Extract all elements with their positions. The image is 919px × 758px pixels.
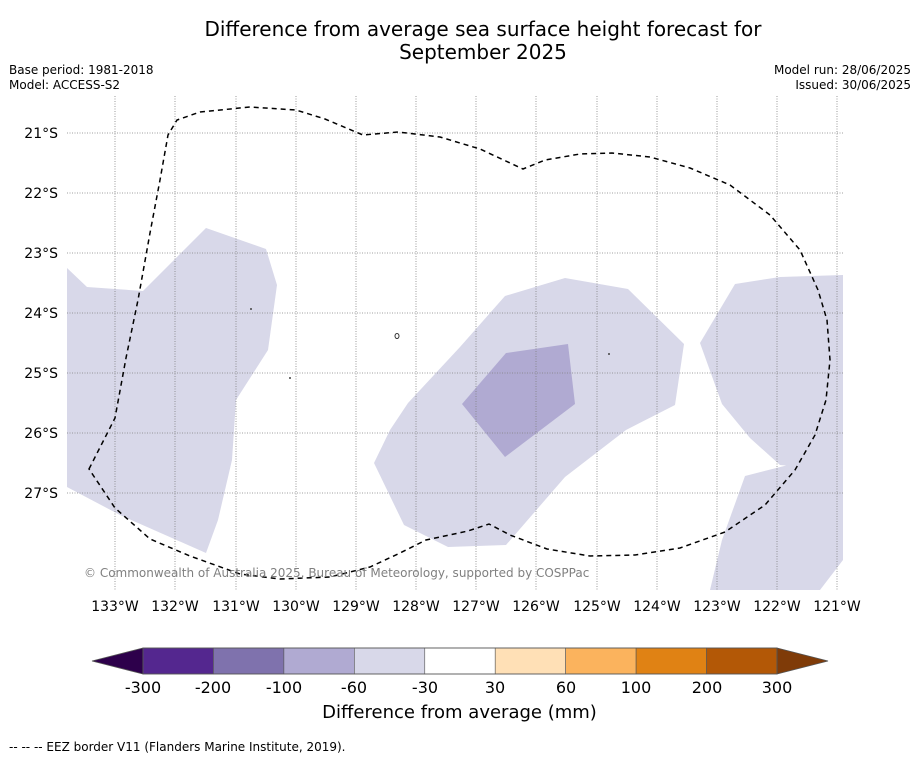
lat-label-26s: 26°S: [24, 426, 58, 442]
colorbar-tick: -100: [265, 678, 303, 697]
lon-label-130w: 130°W: [272, 599, 320, 615]
anomaly-region-east-upper: [700, 275, 843, 470]
lon-label-132w: 132°W: [151, 599, 199, 615]
lat-label-25s: 25°S: [24, 366, 58, 382]
map-plot-area: © Commonwealth of Australia 2025, Bureau…: [67, 96, 843, 590]
run-info: Model run: 28/06/2025 Issued: 30/06/2025: [774, 63, 911, 93]
lat-label-27s: 27°S: [24, 486, 58, 502]
graticule: [67, 96, 843, 590]
colorbar-tick: -60: [340, 678, 368, 697]
anomaly-region-west: [67, 228, 277, 553]
colorbar-tick-labels: -300 -200 -100 -60 -30 30 60 100 200 300: [0, 678, 919, 698]
colorbar-bin: [706, 647, 778, 675]
lat-label-22s: 22°S: [24, 186, 58, 202]
colorbar-bin: [354, 647, 426, 675]
colorbar-tick: -30: [411, 678, 439, 697]
colorbar-bins: [142, 647, 778, 675]
colorbar-bin: [213, 647, 285, 675]
colorbar-tick: -200: [194, 678, 232, 697]
model-name: Model: ACCESS-S2: [9, 78, 121, 92]
colorbar-extend-under: [91, 647, 144, 675]
lat-label-23s: 23°S: [24, 246, 58, 262]
eez-border-legend: -- -- -- EEZ border V11 (Flanders Marine…: [9, 740, 346, 754]
latitude-axis-labels: 21°S 22°S 23°S 24°S 25°S 26°S 27°S: [24, 126, 58, 502]
lon-label-129w: 129°W: [332, 599, 380, 615]
colorbar-label: Difference from average (mm): [322, 702, 597, 723]
island-marker: [250, 308, 252, 310]
island-marker: [394, 333, 400, 339]
colorbar-outline: [142, 647, 778, 675]
anomaly-region-east-lower: [710, 462, 843, 590]
lon-label-131w: 131°W: [212, 599, 260, 615]
anomaly-core-central: [462, 344, 575, 457]
lon-label-122w: 122°W: [753, 599, 801, 615]
lat-label-21s: 21°S: [24, 126, 58, 142]
colorbar-tick: 300: [761, 678, 793, 697]
colorbar: [91, 647, 829, 675]
lat-label-24s: 24°S: [24, 306, 58, 322]
colorbar-bin: [142, 647, 214, 675]
lon-label-133w: 133°W: [91, 599, 139, 615]
anomaly-shading-medium: [462, 344, 575, 457]
colorbar-tick: 60: [555, 678, 577, 697]
longitude-axis-labels: 133°W 132°W 131°W 130°W 129°W 128°W 127°…: [91, 599, 861, 615]
base-info: Base period: 1981-2018 Model: ACCESS-S2: [9, 63, 154, 93]
eez-border: [88, 106, 831, 580]
colorbar-tick: 30: [484, 678, 506, 697]
model-run-date: Model run: 28/06/2025: [773, 63, 911, 77]
colorbar-bin: [283, 647, 355, 675]
map-canvas: © Commonwealth of Australia 2025, Bureau…: [24, 96, 861, 675]
islands: [250, 308, 610, 379]
colorbar-tick: 200: [691, 678, 723, 697]
lon-label-128w: 128°W: [392, 599, 440, 615]
anomaly-shading-light: [67, 228, 843, 590]
map-title-line-2: September 2025: [399, 40, 567, 64]
island-marker: [608, 353, 610, 355]
lon-label-126w: 126°W: [512, 599, 560, 615]
colorbar-extend-over: [776, 647, 829, 675]
lon-label-125w: 125°W: [573, 599, 621, 615]
copyright-text: © Commonwealth of Australia 2025, Bureau…: [84, 566, 589, 580]
base-period: Base period: 1981-2018: [9, 63, 154, 77]
lon-label-127w: 127°W: [452, 599, 500, 615]
colorbar-bin: [565, 647, 637, 675]
colorbar-bin: [635, 647, 707, 675]
map-title-line-1: Difference from average sea surface heig…: [204, 17, 762, 41]
lon-label-121w: 121°W: [813, 599, 861, 615]
lon-label-124w: 124°W: [633, 599, 681, 615]
colorbar-bin: [494, 647, 566, 675]
colorbar-bin: [424, 647, 496, 675]
colorbar-tick: 100: [620, 678, 652, 697]
map-title: Difference from average sea surface heig…: [143, 18, 823, 64]
lon-label-123w: 123°W: [693, 599, 741, 615]
island-marker: [289, 377, 291, 379]
colorbar-tick: -300: [124, 678, 162, 697]
issued-date: Issued: 30/06/2025: [795, 78, 911, 92]
